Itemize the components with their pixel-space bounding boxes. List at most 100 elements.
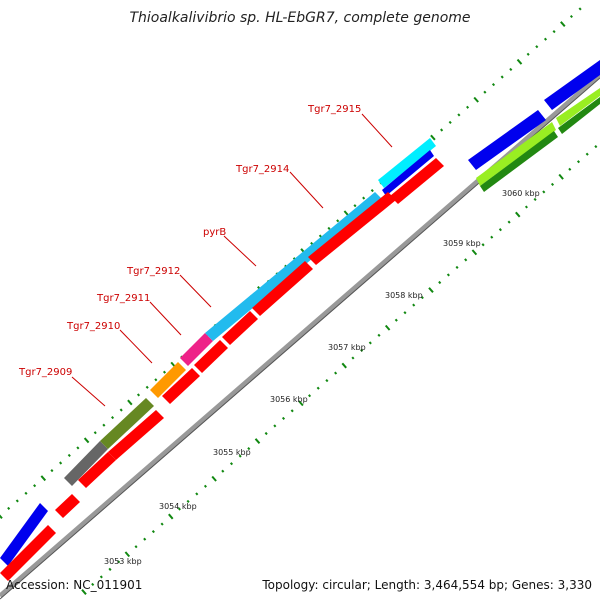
gene-arrow-blue-right-1 bbox=[468, 110, 546, 170]
tick-mark bbox=[420, 296, 424, 300]
gene-arrow-red-1 bbox=[78, 452, 116, 488]
tick-mark bbox=[403, 311, 407, 315]
tick-mark bbox=[67, 453, 71, 458]
callout-line-tgr7-2914 bbox=[289, 171, 324, 209]
tick-mark bbox=[247, 447, 251, 451]
tick-mark bbox=[351, 356, 355, 360]
tick-mark bbox=[578, 7, 582, 11]
tick-mark bbox=[368, 341, 372, 345]
gene-arrow-magenta bbox=[180, 333, 213, 366]
tick-mark bbox=[221, 469, 225, 473]
tick-marks-lower bbox=[81, 145, 598, 595]
tick-mark bbox=[526, 52, 530, 56]
gene-arrow-green-1 bbox=[480, 131, 558, 192]
scale-label-3058: 3058 kbp bbox=[385, 291, 423, 300]
tick-mark bbox=[516, 58, 523, 65]
gene-arrow-red-2 bbox=[108, 410, 164, 460]
tick-mark bbox=[542, 190, 546, 194]
tick-mark bbox=[111, 416, 115, 420]
tick-mark bbox=[464, 258, 468, 262]
gene-arrow-red-4 bbox=[194, 340, 228, 373]
callout-line-tgr7-2912 bbox=[179, 274, 212, 308]
tick-mark bbox=[316, 386, 320, 390]
tick-mark bbox=[360, 348, 364, 352]
accession-label: Accession: NC_011901 bbox=[6, 578, 143, 592]
tick-mark bbox=[585, 152, 589, 156]
tick-mark bbox=[162, 370, 167, 374]
gene-arrow-gray bbox=[64, 441, 108, 486]
tick-mark bbox=[569, 14, 573, 19]
gene-label-tgr7-2909: Tgr7_2909 bbox=[18, 367, 72, 378]
gene-label-tgr7-2910: Tgr7_2910 bbox=[66, 321, 120, 332]
tick-mark bbox=[568, 167, 572, 171]
tick-mark bbox=[471, 249, 478, 256]
gene-label-tgr7-2911: Tgr7_2911 bbox=[96, 293, 150, 304]
gene-arrow-green-2 bbox=[558, 97, 600, 134]
tick-mark bbox=[336, 219, 340, 223]
scale-label-3059: 3059 kbp bbox=[443, 239, 481, 248]
tick-mark bbox=[325, 379, 329, 383]
tick-mark bbox=[491, 83, 496, 87]
gene-label-pyrb: pyrB bbox=[203, 227, 226, 238]
tick-mark bbox=[455, 265, 459, 269]
tick-mark bbox=[151, 530, 155, 534]
tick-mark bbox=[394, 318, 398, 322]
gene-arrow-bright-cyan bbox=[378, 138, 436, 188]
tick-mark bbox=[500, 75, 504, 79]
tick-mark bbox=[145, 385, 149, 389]
tick-mark bbox=[457, 113, 461, 117]
tick-mark bbox=[108, 567, 112, 571]
tick-mark bbox=[490, 235, 494, 239]
tick-mark bbox=[281, 416, 286, 420]
tick-mark bbox=[136, 393, 141, 397]
tick-mark bbox=[576, 160, 581, 164]
gene-arrow-lime-1 bbox=[476, 122, 556, 186]
tick-mark bbox=[430, 134, 436, 141]
tick-mark bbox=[254, 438, 261, 444]
tick-mark bbox=[440, 128, 444, 132]
tick-mark bbox=[93, 431, 97, 435]
tick-mark bbox=[0, 514, 3, 519]
tick-mark bbox=[76, 446, 80, 450]
tick-mark bbox=[466, 105, 470, 109]
tick-mark bbox=[99, 575, 103, 579]
topology-summary: Topology: circular; Length: 3,464,554 bp… bbox=[262, 578, 592, 592]
tick-mark bbox=[552, 30, 556, 34]
callout-line-pyrb bbox=[223, 235, 257, 267]
gene-arrow-red-8 bbox=[390, 158, 444, 204]
gene-arrow-cyan-long bbox=[205, 192, 383, 341]
gene-arrow-orange bbox=[150, 362, 186, 398]
tick-mark bbox=[448, 120, 452, 124]
tick-mark bbox=[195, 492, 199, 496]
tick-mark bbox=[370, 188, 374, 193]
tick-mark bbox=[412, 303, 416, 307]
gene-arrow-red-lower-left bbox=[0, 525, 56, 581]
tick-mark bbox=[483, 90, 487, 94]
tick-mark bbox=[154, 378, 158, 382]
tick-mark bbox=[186, 499, 190, 503]
gene-arrow-red-5 bbox=[222, 311, 258, 345]
tick-mark bbox=[515, 211, 521, 218]
tick-mark bbox=[558, 173, 564, 180]
tick-mark bbox=[83, 437, 90, 444]
tick-mark bbox=[308, 394, 312, 398]
tick-mark bbox=[15, 499, 19, 503]
callout-line-tgr7-2910 bbox=[119, 329, 153, 364]
tick-mark bbox=[124, 551, 131, 558]
tick-mark bbox=[160, 522, 164, 526]
scale-label-3053: 3053 kbp bbox=[104, 557, 142, 566]
tick-mark bbox=[341, 362, 347, 369]
tick-mark bbox=[446, 273, 450, 277]
tick-mark bbox=[507, 220, 511, 224]
tick-mark bbox=[7, 506, 11, 510]
tick-mark bbox=[334, 371, 338, 375]
callout-line-tgr7-2911 bbox=[149, 301, 182, 336]
gene-label-tgr7-2912: Tgr7_2912 bbox=[126, 266, 180, 277]
tick-mark bbox=[102, 423, 106, 427]
tick-mark bbox=[498, 228, 502, 232]
tick-mark bbox=[273, 424, 277, 428]
gene-arrow-blue-right-2 bbox=[544, 60, 600, 110]
tick-mark bbox=[524, 205, 528, 209]
tick-mark bbox=[298, 400, 304, 407]
